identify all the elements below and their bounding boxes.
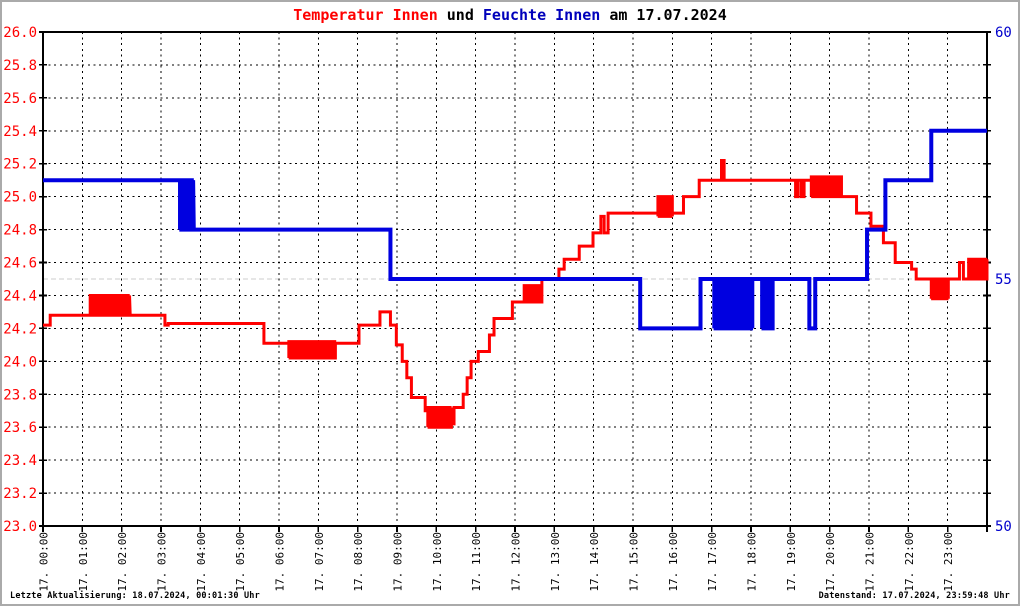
chart-title: Temperatur Innen und Feuchte Innen am 17…	[2, 6, 1018, 24]
x-axis-label: 17. 15:00	[628, 532, 641, 592]
y-right-label: 55	[995, 272, 1012, 288]
y-left-label: 23.8	[3, 387, 37, 403]
title-humidity-label: Feuchte Innen	[482, 6, 601, 24]
x-axis-label: 17. 13:00	[549, 532, 562, 592]
x-axis-label: 17. 06:00	[274, 532, 287, 592]
y-left-label: 24.0	[3, 354, 37, 370]
axis-labels: 26.0 25.8 25.6 25.4 25.2 25.0 24.8 24.6 24.4 24.2…	[3, 25, 1012, 592]
x-axis-label: 17. 08:00	[352, 532, 365, 592]
x-axis-label: 17. 02:00	[116, 532, 129, 592]
y-left-label: 23.2	[3, 486, 37, 502]
y-left-label: 25.2	[3, 157, 37, 173]
title-temperature-label: Temperatur Innen	[293, 6, 438, 24]
y-left-label: 23.0	[3, 519, 37, 535]
y-left-label: 23.6	[3, 420, 37, 436]
data-timestamp-text: Datenstand: 17.07.2024, 23:59:48 Uhr	[818, 591, 1010, 601]
x-axis-label: 17. 09:00	[392, 532, 405, 592]
x-axis-label: 17. 03:00	[156, 532, 169, 592]
x-axis-label: 17. 16:00	[667, 532, 680, 592]
x-axis-label: 17. 12:00	[510, 532, 523, 592]
x-axis-label: 17. 11:00	[470, 532, 483, 592]
humidity-line	[43, 128, 987, 331]
title-date-label: am 17.07.2024	[600, 6, 727, 24]
y-left-label: 26.0	[3, 25, 37, 41]
x-axis-label: 17. 17:00	[706, 532, 719, 592]
y-left-label: 25.8	[3, 58, 37, 74]
x-axis-label: 17. 21:00	[864, 532, 877, 592]
y-left-label: 24.8	[3, 223, 37, 239]
x-axis-label: 17. 20:00	[824, 532, 837, 592]
x-axis-label: 17. 23:00	[942, 532, 955, 592]
y-left-label: 25.6	[3, 91, 37, 107]
title-und-label: und	[437, 6, 483, 24]
y-left-label: 24.6	[3, 256, 37, 272]
last-update-text: Letzte Aktualisierung: 18.07.2024, 00:01…	[10, 591, 260, 601]
x-axis-label: 17. 19:00	[785, 532, 798, 592]
x-axis-label: 17. 04:00	[195, 532, 208, 592]
x-axis-label: 17. 01:00	[77, 532, 90, 592]
y-left-label: 25.0	[3, 190, 37, 206]
x-axis-label: 17. 18:00	[746, 532, 759, 592]
y-left-label: 24.2	[3, 321, 37, 337]
x-axis-label: 17. 10:00	[431, 532, 444, 592]
x-axis-label: 17. 22:00	[903, 532, 916, 592]
x-axis-label: 17. 07:00	[313, 532, 326, 592]
y-left-label: 23.4	[3, 453, 37, 469]
y-right-label: 50	[995, 519, 1012, 535]
axes	[39, 31, 991, 532]
x-axis-label: 17. 05:00	[234, 532, 247, 592]
x-axis-label: 17. 00:00	[38, 532, 51, 592]
x-axis-label: 17. 14:00	[588, 532, 601, 592]
y-right-label: 60	[995, 25, 1012, 41]
y-left-label: 24.4	[3, 288, 37, 304]
y-left-label: 25.4	[3, 124, 37, 140]
